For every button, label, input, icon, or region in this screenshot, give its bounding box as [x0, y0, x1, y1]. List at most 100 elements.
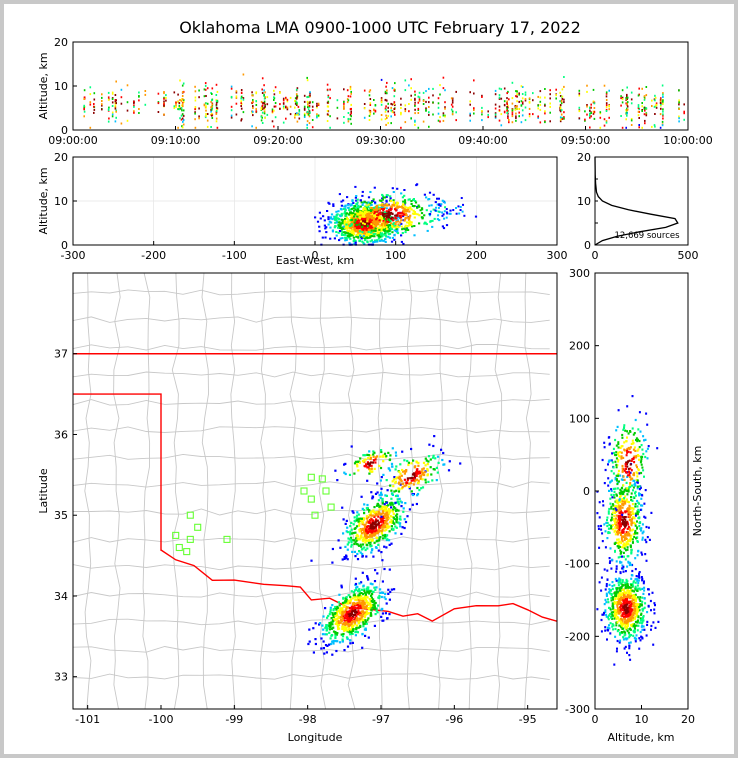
vhf-source-point — [89, 103, 92, 106]
vhf-source-point — [173, 91, 176, 94]
vhf-source-point — [369, 202, 372, 205]
vhf-source-point — [399, 221, 402, 224]
vhf-source-point — [354, 555, 357, 558]
station-marker — [300, 487, 308, 495]
vhf-source-point — [297, 105, 300, 108]
vhf-source-point — [366, 575, 369, 578]
vhf-source-point — [623, 521, 626, 524]
vhf-source-point — [630, 91, 633, 94]
vhf-source-point — [335, 620, 338, 623]
vhf-source-point — [316, 106, 318, 109]
vhf-source-point — [203, 95, 206, 98]
vhf-source-point — [617, 505, 620, 508]
vhf-source-point — [367, 201, 370, 204]
vhf-source-point — [83, 89, 86, 92]
vhf-source-point — [368, 606, 371, 610]
vhf-source-point — [407, 208, 410, 211]
vhf-source-point — [616, 487, 619, 490]
vhf-source-point — [407, 461, 410, 464]
vhf-source-point — [340, 611, 343, 614]
vhf-source-point — [294, 112, 297, 115]
vhf-source-point — [528, 97, 531, 100]
vhf-source-point — [356, 215, 359, 218]
vhf-source-point — [641, 494, 644, 497]
vhf-source-point — [251, 91, 253, 94]
vhf-source-point — [373, 112, 375, 115]
vhf-source-point — [332, 614, 335, 617]
vhf-source-point — [350, 115, 352, 118]
vhf-source-point — [359, 234, 362, 237]
vhf-source-point — [637, 94, 640, 97]
vhf-source-point — [295, 97, 298, 100]
vhf-source-point — [344, 556, 347, 559]
vhf-source-point — [624, 544, 627, 547]
vhf-source-point — [329, 88, 331, 91]
vhf-source-point — [406, 477, 409, 480]
vhf-source-point — [366, 596, 369, 599]
vhf-source-point — [643, 606, 646, 609]
vhf-source-point — [439, 84, 441, 87]
vhf-source-point — [362, 607, 365, 610]
vhf-source-point — [617, 546, 620, 549]
vhf-source-point — [366, 547, 369, 550]
vhf-source-point — [360, 224, 363, 227]
vhf-source-point — [331, 604, 334, 607]
vhf-source-point — [639, 630, 642, 634]
vhf-source-point — [555, 97, 557, 100]
vhf-source-point — [383, 545, 386, 548]
vhf-source-point — [294, 100, 297, 103]
vhf-source-point — [352, 212, 355, 215]
vhf-source-point — [520, 104, 523, 107]
vhf-source-point — [325, 231, 328, 234]
vhf-source-point — [373, 225, 376, 228]
vhf-source-point — [369, 598, 372, 601]
vhf-source-point — [469, 119, 471, 122]
vhf-source-point — [385, 510, 388, 513]
vhf-source-point — [469, 112, 471, 115]
vhf-source-point — [194, 111, 196, 114]
vhf-source-point — [352, 209, 356, 212]
vhf-source-point — [398, 497, 401, 500]
vhf-source-point — [344, 217, 347, 220]
vhf-source-point — [632, 512, 635, 515]
vhf-source-point — [388, 236, 391, 239]
vhf-source-point — [635, 512, 638, 516]
vhf-source-point — [630, 118, 633, 120]
vhf-source-point — [101, 108, 103, 111]
vhf-source-point — [381, 497, 384, 501]
vhf-source-point — [381, 591, 384, 594]
vhf-source-point — [358, 223, 361, 226]
vhf-source-point — [323, 652, 326, 655]
vhf-source-point — [615, 570, 618, 573]
vhf-source-point — [343, 219, 346, 222]
vhf-source-point — [380, 229, 383, 232]
vhf-source-point — [358, 613, 361, 616]
vhf-source-point — [318, 230, 321, 233]
vhf-source-point — [365, 201, 368, 204]
vhf-source-point — [386, 230, 389, 233]
vhf-source-point — [403, 526, 406, 530]
vhf-source-point — [320, 647, 323, 650]
vhf-source-point — [628, 486, 631, 489]
vhf-source-point — [640, 529, 642, 532]
vhf-source-point — [578, 117, 581, 120]
vhf-source-point — [416, 486, 419, 490]
vhf-source-point — [627, 513, 630, 516]
vhf-source-point — [344, 600, 348, 603]
vhf-source-point — [381, 501, 384, 504]
vhf-source-point — [369, 457, 372, 460]
vhf-source-point — [683, 112, 685, 115]
vhf-source-point — [395, 520, 398, 523]
vhf-source-point — [408, 110, 410, 113]
y-tick-label: 33 — [54, 671, 68, 684]
vhf-source-point — [365, 234, 368, 237]
vhf-source-point — [402, 200, 405, 203]
vhf-source-point — [354, 598, 357, 601]
vhf-source-point — [384, 597, 387, 601]
vhf-source-point — [353, 596, 356, 599]
vhf-source-point — [206, 113, 209, 115]
vhf-source-point — [369, 535, 372, 538]
vhf-source-point — [641, 553, 644, 556]
vhf-source-point — [423, 471, 426, 474]
